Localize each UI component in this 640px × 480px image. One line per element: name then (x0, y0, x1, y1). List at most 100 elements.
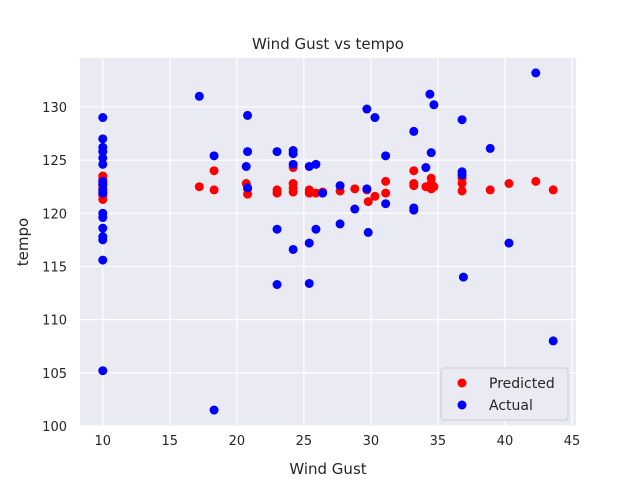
data-point-actual (98, 188, 108, 198)
y-tick-label: 120 (42, 207, 67, 222)
data-point-actual (311, 159, 321, 169)
data-point-actual (304, 278, 314, 288)
y-axis-label: tempo (14, 218, 32, 266)
data-point-actual (288, 149, 298, 159)
y-tick-label: 110 (42, 314, 67, 329)
data-point-actual (362, 184, 372, 194)
data-point-predicted (350, 184, 360, 194)
data-point-predicted (243, 189, 253, 199)
data-point-actual (421, 163, 431, 173)
data-point-predicted (194, 182, 204, 192)
data-point-predicted (429, 182, 439, 192)
data-points (98, 68, 558, 415)
data-point-actual (243, 110, 253, 120)
data-point-actual (363, 227, 373, 237)
legend-label-actual: Actual (489, 398, 533, 414)
y-tick-labels: 100 105 110 115 120 125 130 (42, 101, 67, 435)
data-point-actual (288, 159, 298, 169)
data-point-predicted (548, 185, 558, 195)
data-point-predicted (304, 188, 314, 198)
data-point-actual (98, 113, 108, 123)
data-point-predicted (381, 176, 391, 186)
data-point-actual (98, 213, 108, 223)
data-point-actual (272, 147, 282, 157)
data-point-actual (241, 161, 251, 171)
data-point-actual (429, 100, 439, 110)
x-tick-label: 40 (497, 434, 514, 449)
data-point-actual (311, 224, 321, 234)
data-point-predicted (272, 188, 282, 198)
data-point-actual (209, 151, 219, 161)
data-point-actual (98, 159, 108, 169)
data-point-actual (272, 224, 282, 234)
x-tick-label: 25 (296, 434, 313, 449)
data-point-actual (304, 238, 314, 248)
data-point-actual (531, 68, 541, 78)
data-point-actual (458, 272, 468, 282)
data-point-actual (335, 181, 345, 191)
data-point-actual (209, 405, 219, 415)
data-point-actual (409, 126, 419, 136)
data-point-predicted (370, 191, 380, 201)
legend-box (440, 367, 569, 421)
x-tick-label: 45 (564, 434, 581, 449)
data-point-actual (426, 148, 436, 158)
data-point-predicted (409, 181, 419, 191)
data-point-actual (370, 113, 380, 123)
data-point-predicted (381, 188, 391, 198)
x-tick-label: 10 (95, 434, 112, 449)
data-point-actual (381, 199, 391, 209)
data-point-predicted (504, 179, 514, 189)
y-tick-label: 105 (42, 367, 67, 382)
x-tick-labels: 10 15 20 25 30 35 40 45 (95, 434, 581, 449)
data-point-predicted (98, 194, 108, 204)
data-point-actual (98, 255, 108, 265)
data-point-predicted (409, 166, 419, 176)
data-point-actual (98, 223, 108, 233)
x-tick-label: 30 (363, 434, 380, 449)
data-point-actual (288, 244, 298, 254)
legend-label-predicted: Predicted (489, 376, 555, 392)
data-point-actual (485, 143, 495, 153)
data-point-actual (504, 238, 514, 248)
data-point-predicted (531, 176, 541, 186)
data-point-actual (98, 366, 108, 376)
data-point-predicted (288, 187, 298, 197)
data-point-actual (548, 336, 558, 346)
data-point-actual (243, 183, 253, 193)
data-point-actual (272, 280, 282, 290)
data-point-actual (381, 151, 391, 161)
x-axis-label: Wind Gust (289, 460, 366, 478)
series-actual (98, 68, 558, 415)
data-point-predicted (457, 179, 467, 189)
data-point-actual (425, 89, 435, 99)
data-point-actual (194, 91, 204, 101)
data-point-predicted (311, 188, 321, 198)
data-point-actual (350, 204, 360, 214)
legend-marker-actual (457, 400, 467, 410)
data-point-actual (335, 219, 345, 229)
plot-area (80, 58, 576, 426)
y-tick-label: 115 (42, 260, 67, 275)
data-point-actual (457, 170, 467, 180)
data-point-predicted (457, 186, 467, 196)
x-tick-label: 35 (430, 434, 447, 449)
legend-marker-predicted (457, 378, 467, 388)
chart-title: Wind Gust vs tempo (252, 35, 404, 53)
data-point-actual (318, 188, 328, 198)
y-tick-label: 130 (42, 101, 67, 116)
data-point-actual (98, 147, 108, 157)
data-point-actual (98, 153, 108, 163)
legend: Predicted Actual (440, 367, 569, 421)
x-tick-label: 20 (229, 434, 246, 449)
data-point-predicted (485, 185, 495, 195)
y-tick-label: 125 (42, 154, 67, 169)
y-tick-label: 100 (42, 420, 67, 435)
data-point-actual (409, 205, 419, 215)
data-point-predicted (363, 197, 373, 207)
x-tick-label: 15 (162, 434, 179, 449)
data-point-actual (243, 147, 253, 157)
data-point-actual (457, 115, 467, 125)
data-point-actual (362, 104, 372, 114)
